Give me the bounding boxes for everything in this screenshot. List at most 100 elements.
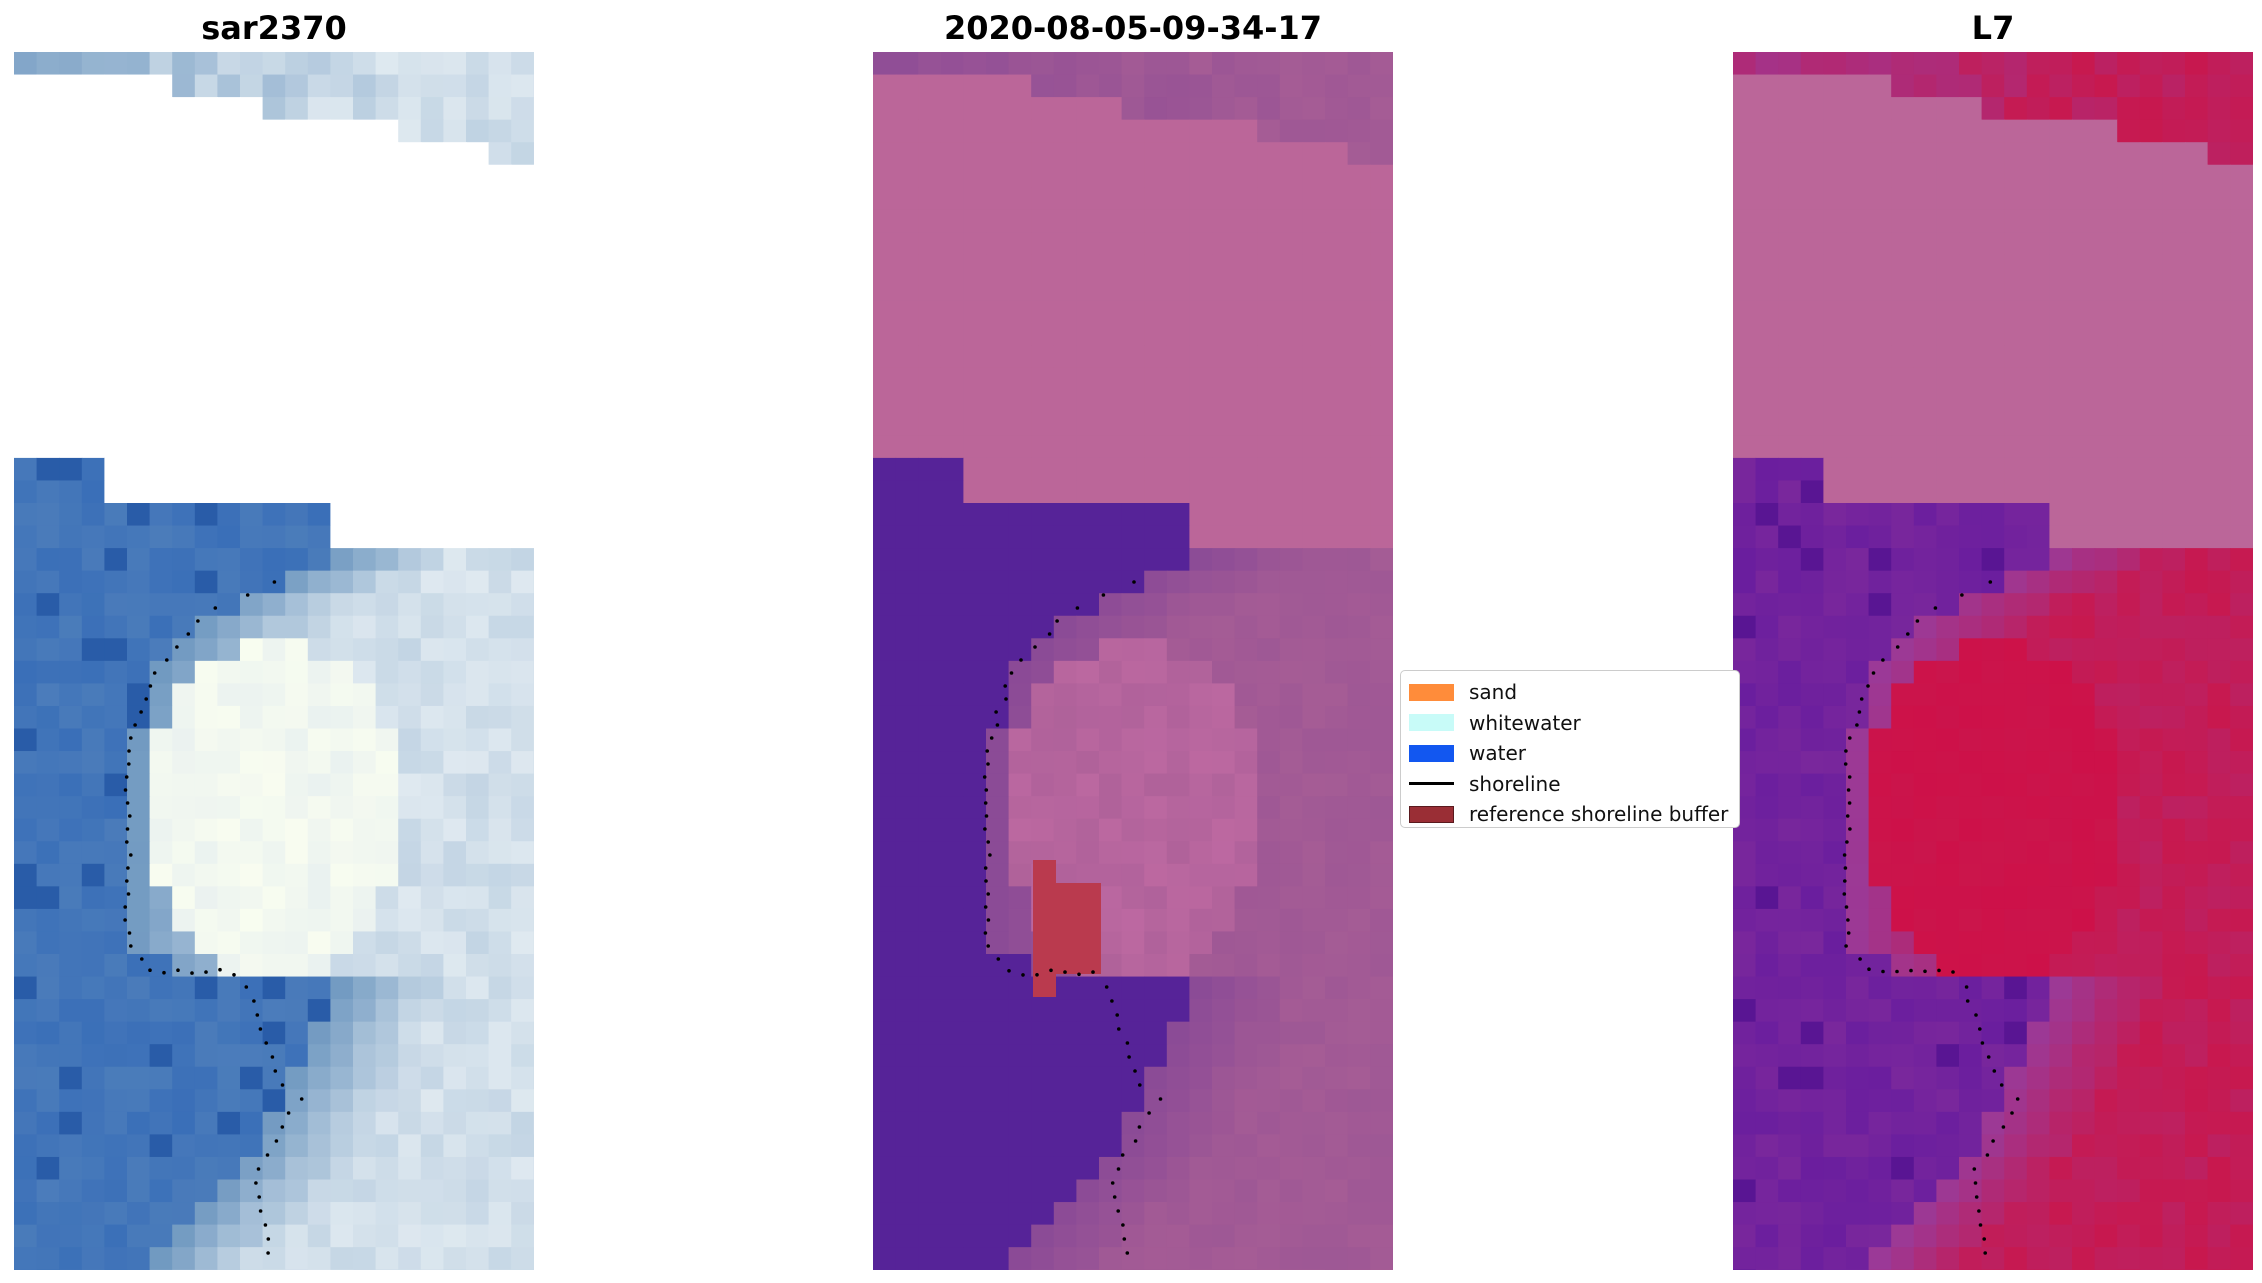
raster-cell (963, 751, 987, 775)
shoreline-point (1933, 606, 1938, 610)
raster-cell (895, 638, 919, 662)
raster-cell (1212, 97, 1236, 121)
raster-cell (2004, 254, 2028, 279)
raster-cell (127, 1111, 151, 1135)
raster-cell (918, 796, 942, 820)
raster-cell (986, 52, 1010, 76)
raster-cell (1008, 412, 1032, 436)
shoreline-point (1974, 1013, 1978, 1017)
shoreline-point (1137, 1125, 1142, 1129)
raster-cell (1189, 300, 1213, 324)
raster-cell (1189, 593, 1213, 617)
raster-cell (2117, 1156, 2141, 1181)
raster-cell (1936, 74, 1960, 98)
raster-cell (127, 931, 151, 955)
raster-cell (1823, 164, 1847, 188)
raster-cell (194, 683, 218, 707)
shoreline-point (1844, 944, 1848, 948)
raster-cell (1053, 480, 1077, 504)
raster-cell (1257, 187, 1281, 211)
raster-cell (353, 1021, 377, 1045)
raster-cell (1189, 525, 1213, 549)
raster-cell (285, 570, 309, 594)
raster-cell (104, 976, 128, 1000)
raster-cell (2139, 615, 2163, 639)
raster-cell (375, 300, 399, 324)
raster-cell (194, 367, 218, 391)
raster-cell (443, 1089, 467, 1113)
raster-cell (1053, 254, 1077, 279)
raster-cell (1981, 773, 2005, 797)
raster-cell (1212, 1247, 1236, 1270)
raster-cell (940, 908, 964, 933)
raster-cell (1144, 638, 1168, 662)
raster-cell (1234, 886, 1258, 910)
raster-cell (149, 97, 173, 121)
raster-cell (1778, 796, 1802, 820)
raster-cell (443, 345, 467, 369)
raster-cell (307, 1179, 331, 1203)
raster-cell (1257, 480, 1281, 504)
raster-cell (1166, 277, 1190, 301)
raster-cell (2117, 954, 2141, 978)
raster-cell (1166, 548, 1190, 572)
raster-cell (1189, 976, 1213, 1000)
raster-cell (1302, 254, 1326, 279)
raster-cell (36, 254, 60, 279)
raster-cell (2094, 1111, 2118, 1135)
raster-cell (488, 1179, 512, 1203)
raster-cell (488, 548, 512, 572)
raster-cell (1144, 390, 1168, 414)
raster-cell (1234, 954, 1258, 978)
raster-cell (149, 863, 173, 887)
raster-cell (1936, 1066, 1960, 1090)
raster-cell (2230, 503, 2253, 527)
raster-cell (2072, 480, 2096, 504)
raster-cell (149, 1021, 173, 1045)
raster-cell (59, 683, 83, 707)
raster-cell (940, 548, 964, 572)
raster-cell (1846, 412, 1870, 436)
raster-cell (2004, 976, 2028, 1000)
raster-cell (1053, 818, 1077, 842)
raster-cell (353, 480, 377, 504)
shoreline-point (1049, 968, 1053, 973)
raster-cell (307, 119, 331, 143)
raster-cell (1868, 615, 1892, 639)
raster-cell (1144, 97, 1168, 121)
raster-cell (2185, 863, 2209, 887)
raster-cell (2117, 412, 2141, 436)
raster-cell (511, 1134, 534, 1158)
raster-cell (1053, 841, 1077, 865)
raster-cell (1031, 300, 1055, 324)
raster-cell (1189, 705, 1213, 730)
raster-cell (240, 796, 264, 820)
raster-cell (2162, 412, 2186, 436)
raster-cell (963, 97, 987, 121)
raster-cell (443, 74, 467, 98)
raster-cell (1936, 435, 1960, 459)
shoreline-point (985, 749, 989, 753)
raster-cell (375, 52, 399, 76)
raster-cell (2207, 232, 2231, 256)
raster-cell (1121, 638, 1145, 662)
shoreline-point (266, 1251, 270, 1255)
raster-cell (1981, 683, 2005, 707)
raster-cell (1891, 886, 1915, 910)
raster-cell (285, 1089, 309, 1113)
raster-cell (2117, 593, 2141, 617)
raster-cell (918, 1111, 942, 1135)
raster-cell (398, 525, 422, 549)
raster-cell (194, 954, 218, 978)
raster-cell (1031, 345, 1055, 369)
raster-cell (1166, 1156, 1190, 1181)
raster-cell (1913, 277, 1937, 301)
raster-cell (1189, 1156, 1213, 1181)
raster-cell (2185, 480, 2209, 504)
raster-cell (307, 187, 331, 211)
raster-cell (2139, 796, 2163, 820)
raster-cell (1823, 818, 1847, 842)
raster-cell (330, 954, 354, 978)
raster-cell (2004, 1156, 2028, 1181)
raster-cell (1981, 818, 2005, 842)
